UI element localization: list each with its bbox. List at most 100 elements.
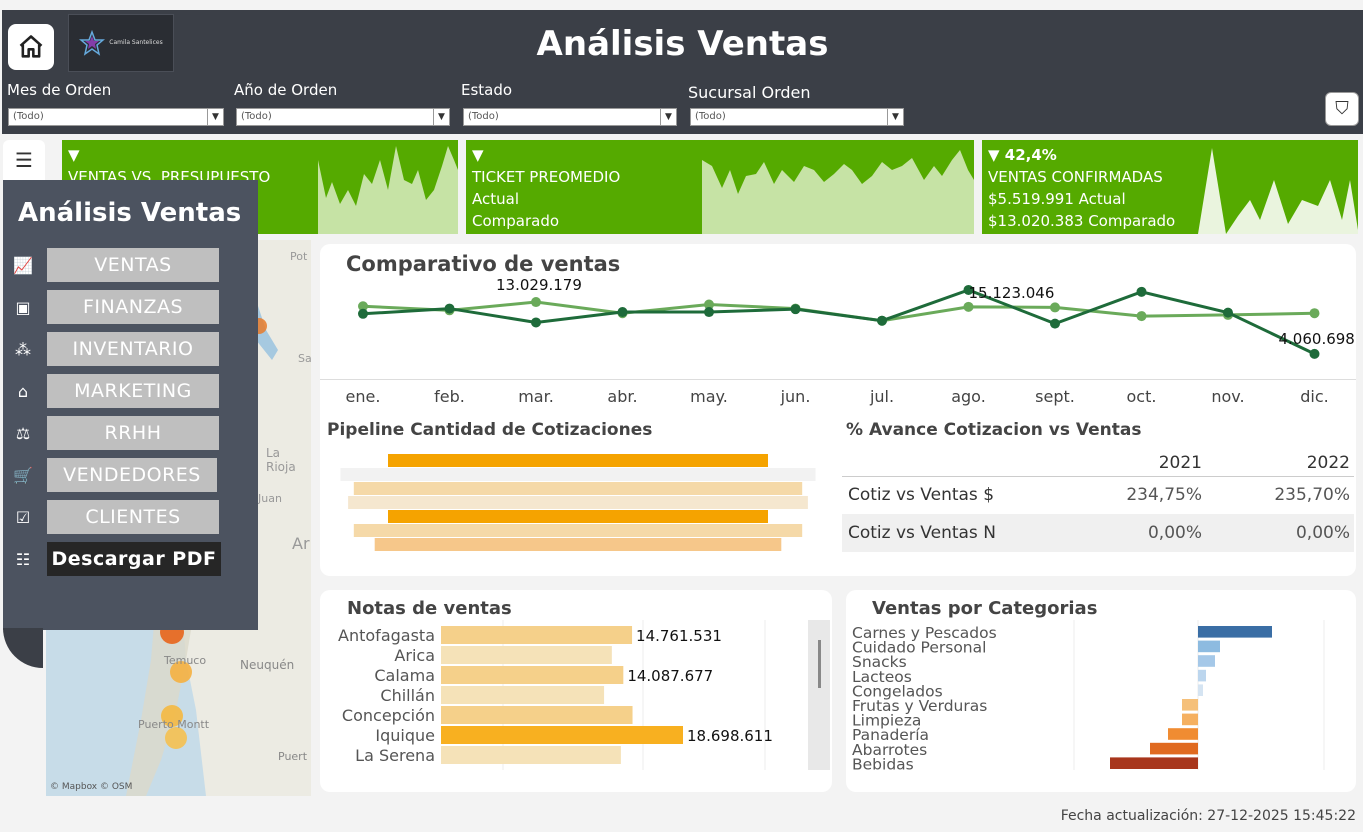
map-label: Puerto Montt bbox=[138, 718, 210, 731]
category-label: Bebidas bbox=[852, 755, 914, 770]
x-tick-label: jul. bbox=[869, 387, 894, 406]
kpi-arrow: ▼ bbox=[472, 146, 484, 164]
kpi-ventas-confirmadas[interactable]: ▼ 42,4% VENTAS CONFIRMADAS $5.519.991 Ac… bbox=[982, 140, 1358, 234]
filter-month-select[interactable]: (Todo) ▼ bbox=[8, 108, 224, 126]
filter-month-value: (Todo) bbox=[13, 111, 44, 122]
x-tick-label: oct. bbox=[1127, 387, 1157, 406]
cell-value: 0,00% bbox=[1147, 523, 1202, 543]
nav-button-finanzas[interactable]: FINANZAS bbox=[47, 290, 219, 324]
nav-item-marketing[interactable]: ⌂ MARKETING bbox=[3, 374, 258, 410]
chevron-down-icon: ▼ bbox=[660, 109, 676, 125]
map-label: Neuquén bbox=[240, 658, 295, 672]
star-logo-icon bbox=[79, 30, 106, 56]
nav-button-marketing[interactable]: MARKETING bbox=[47, 374, 219, 408]
category-label: Carnes y Pescados bbox=[852, 624, 997, 642]
nav-item-rrhh[interactable]: ⚖ RRHH bbox=[3, 416, 258, 452]
axis-divider bbox=[320, 379, 1356, 380]
map-label: Pot bbox=[290, 250, 308, 263]
kpi-actual: $5.519.991 Actual bbox=[988, 190, 1126, 208]
download-pdf-button[interactable]: Descargar PDF bbox=[47, 542, 221, 576]
nav-button-rrhh[interactable]: RRHH bbox=[47, 416, 219, 450]
data-point bbox=[1136, 311, 1147, 322]
nav-button-inventario[interactable]: INVENTARIO bbox=[47, 332, 219, 366]
x-tick-label: sept. bbox=[1035, 387, 1075, 406]
filter-state-select[interactable]: (Todo) ▼ bbox=[463, 108, 677, 126]
column-header: 2021 bbox=[1158, 452, 1202, 473]
kpi-title: VENTAS CONFIRMADAS bbox=[988, 168, 1163, 186]
data-label: 15.123.046 bbox=[969, 284, 1055, 302]
kpi-compared: Comparado bbox=[472, 212, 560, 230]
table-row: Cotiz vs Ventas $ 234,75% 235,70% bbox=[842, 476, 1354, 514]
kpi-ticket-promedio[interactable]: ▼ TICKET PREOMEDIO Actual Comparado bbox=[466, 140, 974, 234]
filter-branch-label: Sucursal Orden bbox=[688, 83, 811, 102]
nav-item-inventario[interactable]: ⁂ INVENTARIO bbox=[3, 332, 258, 368]
data-label: 14.087.677 bbox=[627, 667, 713, 685]
menu-toggle-button[interactable]: ☰ bbox=[3, 140, 45, 182]
data-point bbox=[444, 303, 455, 314]
kpi-text: ▼ 42,4% VENTAS CONFIRMADAS $5.519.991 Ac… bbox=[988, 144, 1175, 232]
data-point bbox=[1136, 286, 1147, 297]
notas-bar bbox=[441, 666, 624, 684]
nav-button-vendedores[interactable]: VENDEDORES bbox=[47, 458, 217, 492]
filter-branch-select[interactable]: (Todo) ▼ bbox=[690, 108, 904, 126]
data-label: 4.060.698 bbox=[1279, 330, 1355, 348]
data-point bbox=[358, 301, 368, 312]
data-point bbox=[963, 284, 974, 295]
pipeline-bar bbox=[340, 468, 816, 481]
filter-state-value: (Todo) bbox=[468, 111, 499, 122]
category-label: La Serena bbox=[355, 746, 435, 765]
x-tick-label: may. bbox=[690, 387, 728, 406]
home-button[interactable] bbox=[8, 24, 54, 70]
filter-year-select[interactable]: (Todo) ▼ bbox=[236, 108, 450, 126]
notas-card: Notas de ventas Antofagasta 14.761.531 Ari… bbox=[320, 590, 832, 792]
category-label: Frutas y Verduras bbox=[852, 697, 987, 715]
category-label: Concepción bbox=[342, 706, 435, 725]
filter-year-label: Año de Orden bbox=[234, 81, 338, 99]
nav-button-clientes[interactable]: CLIENTES bbox=[47, 500, 219, 534]
category-bar bbox=[1182, 713, 1198, 726]
cell-value: 234,75% bbox=[1126, 485, 1202, 506]
scrollbar-thumb[interactable] bbox=[818, 640, 821, 688]
nav-button-ventas[interactable]: VENTAS bbox=[47, 248, 219, 282]
data-point bbox=[1309, 348, 1320, 359]
data-point bbox=[877, 315, 887, 326]
avance-title: % Avance Cotizacion vs Ventas bbox=[846, 420, 1142, 440]
column-header: 2022 bbox=[1306, 452, 1350, 473]
kpi-text: ▼ TICKET PREOMEDIO Actual Comparado bbox=[472, 144, 620, 232]
nav-item-vendedores[interactable]: 🛒 VENDEDORES bbox=[3, 458, 258, 494]
kpi-title: TICKET PREOMEDIO bbox=[472, 168, 621, 186]
category-label: Antofagasta bbox=[338, 626, 435, 645]
data-point bbox=[704, 299, 714, 310]
scrollbar[interactable] bbox=[808, 620, 830, 770]
nav-item-pdf[interactable]: ☷ Descargar PDF bbox=[3, 542, 258, 578]
filter-toggle-button[interactable]: ⛉ bbox=[1325, 92, 1359, 126]
nav-item-clientes[interactable]: ☑ CLIENTES bbox=[3, 500, 258, 536]
map-label: Juan bbox=[258, 492, 282, 505]
nav-item-finanzas[interactable]: ▣ FINANZAS bbox=[3, 290, 258, 326]
filter-branch-value: (Todo) bbox=[695, 111, 726, 122]
comparativo-title: Comparativo de ventas bbox=[346, 252, 621, 276]
map-label: Temuco bbox=[164, 654, 207, 667]
avance-table: 2021 2022 Cotiz vs Ventas $ 234,75% 235,… bbox=[842, 450, 1354, 552]
map-label: Sa bbox=[298, 352, 311, 365]
data-point bbox=[358, 308, 368, 319]
categorias-title: Ventas por Categorias bbox=[872, 598, 1098, 619]
map-label: La Rioja bbox=[266, 446, 296, 474]
header-bar: Análisis Ventas Camila Santelices bbox=[2, 10, 1363, 76]
scale-icon: ⚖ bbox=[15, 424, 31, 443]
comparativo-line-chart[interactable]: ene. feb. mar. abr. may. jun. jul. ago. sept. oct… bbox=[320, 244, 1356, 414]
series-line bbox=[362, 288, 1316, 356]
pipeline-chart[interactable] bbox=[334, 450, 824, 560]
data-point bbox=[1050, 302, 1060, 313]
nav-item-ventas[interactable]: 📈 VENTAS bbox=[3, 248, 258, 284]
data-point bbox=[1223, 307, 1233, 318]
pipeline-bar bbox=[388, 510, 768, 523]
last-updated-text: Fecha actualización: 27-12-2025 15:45:22 bbox=[1060, 808, 1356, 824]
notas-bar bbox=[441, 686, 605, 704]
map-label: Ar bbox=[292, 534, 310, 553]
data-point bbox=[1309, 308, 1320, 319]
x-tick-label: ene. bbox=[346, 387, 381, 406]
pipeline-bar bbox=[353, 524, 803, 537]
